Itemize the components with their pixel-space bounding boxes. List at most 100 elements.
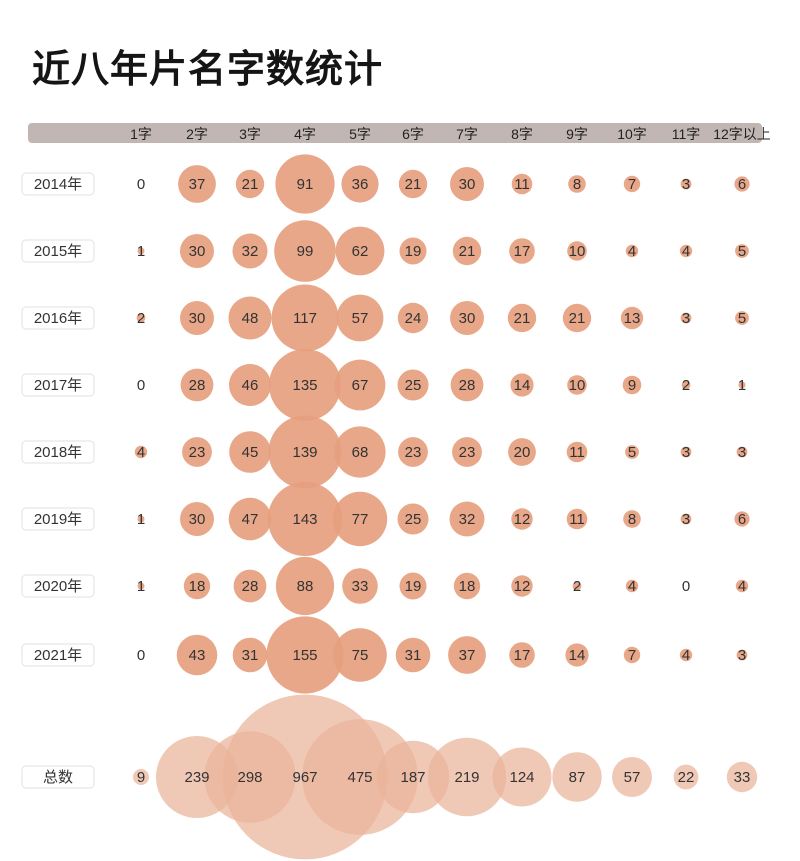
row-label: 2018年 — [34, 444, 82, 461]
value-label: 99 — [297, 243, 314, 260]
bubble — [511, 508, 533, 530]
value-label: 1 — [738, 377, 746, 394]
bubble — [269, 349, 341, 421]
bubble — [508, 438, 536, 466]
value-label: 2 — [573, 578, 581, 595]
bubble — [736, 649, 748, 661]
value-label: 1 — [137, 578, 145, 595]
value-label: 30 — [189, 243, 206, 260]
value-label: 20 — [514, 444, 531, 461]
bubble — [178, 165, 216, 203]
bubble — [267, 481, 343, 557]
value-label: 30 — [189, 511, 206, 528]
value-label: 4 — [137, 444, 145, 461]
value-label: 5 — [738, 310, 746, 327]
value-label: 28 — [189, 377, 206, 394]
value-label: 1 — [137, 243, 145, 260]
bubble — [735, 244, 749, 258]
value-label: 7 — [628, 176, 636, 193]
value-label: 11 — [569, 444, 585, 461]
value-label: 155 — [292, 647, 317, 664]
value-label: 4 — [628, 578, 636, 595]
value-label: 6 — [738, 176, 746, 193]
value-label: 28 — [242, 578, 259, 595]
value-labels: 9 239 298 967 475 187 219 124 87 57 22 33 — [137, 769, 751, 786]
value-label: 21 — [459, 243, 476, 260]
bubble — [620, 306, 644, 330]
value-label: 4 — [682, 647, 690, 664]
value-label: 21 — [405, 176, 422, 193]
bubble — [680, 446, 692, 458]
row-label: 2020年 — [34, 578, 82, 595]
value-label: 30 — [459, 310, 476, 327]
value-label: 5 — [628, 444, 636, 461]
bubble — [673, 764, 699, 790]
column-label: 2字 — [186, 126, 208, 142]
bubble — [681, 380, 691, 390]
value-label: 30 — [459, 176, 476, 193]
bubble — [233, 569, 267, 603]
value-label: 28 — [459, 377, 476, 394]
bubble — [680, 513, 692, 525]
value-label: 37 — [189, 176, 206, 193]
bubble — [336, 294, 384, 342]
bubble — [397, 302, 429, 334]
bubble — [136, 313, 146, 323]
value-label: 8 — [573, 176, 581, 193]
value-label: 3 — [682, 176, 690, 193]
value-label: 14 — [569, 647, 586, 664]
bubble — [333, 628, 387, 682]
bubble — [680, 178, 692, 190]
value-label: 25 — [405, 511, 422, 528]
value-label: 68 — [352, 444, 369, 461]
bubble — [334, 359, 386, 411]
column-label: 3字 — [239, 126, 261, 142]
bubble — [266, 616, 344, 694]
value-label: 25 — [405, 377, 422, 394]
value-labels: 4 23 45 139 68 23 23 20 11 5 3 3 — [137, 444, 746, 461]
row-label-box — [21, 306, 95, 330]
bubble — [625, 244, 639, 258]
bubble — [735, 579, 749, 593]
bubble — [137, 247, 145, 255]
row-label-box — [21, 172, 95, 196]
value-label: 3 — [738, 647, 746, 664]
bubble — [376, 740, 450, 814]
value-label: 4 — [738, 578, 746, 595]
value-labels: 2 30 48 117 57 24 30 21 21 13 3 5 — [137, 310, 746, 327]
row-label-box — [21, 440, 95, 464]
bubble — [397, 369, 429, 401]
bubble — [736, 446, 748, 458]
year-bubbles — [137, 481, 750, 557]
value-label: 45 — [242, 444, 259, 461]
column-label: 4字 — [294, 126, 316, 142]
value-label: 12 — [514, 578, 531, 595]
bubble — [134, 445, 148, 459]
bubble — [229, 364, 271, 406]
bubble — [735, 311, 749, 325]
bubble — [566, 441, 588, 463]
bubble — [726, 761, 758, 793]
value-label: 57 — [624, 769, 641, 786]
value-label: 87 — [569, 769, 586, 786]
value-label: 23 — [189, 444, 206, 461]
bubble — [275, 556, 335, 616]
bubble — [302, 719, 418, 835]
bubble — [268, 415, 342, 489]
row-label: 总数 — [43, 769, 73, 786]
column-label: 5字 — [349, 126, 371, 142]
value-label: 1 — [137, 511, 145, 528]
value-labels: 0 37 21 91 36 21 30 11 8 7 3 6 — [137, 176, 746, 193]
row-label: 2015年 — [34, 243, 82, 260]
value-label: 21 — [569, 310, 586, 327]
value-label: 21 — [514, 310, 531, 327]
bubble — [567, 241, 587, 261]
value-label: 18 — [189, 578, 206, 595]
bubble — [568, 175, 586, 193]
year-bubbles — [137, 220, 749, 282]
row-label-box — [21, 373, 95, 397]
value-label: 4 — [682, 243, 690, 260]
row-label-box — [21, 643, 95, 667]
column-label: 6字 — [402, 126, 424, 142]
bubble — [625, 579, 639, 593]
